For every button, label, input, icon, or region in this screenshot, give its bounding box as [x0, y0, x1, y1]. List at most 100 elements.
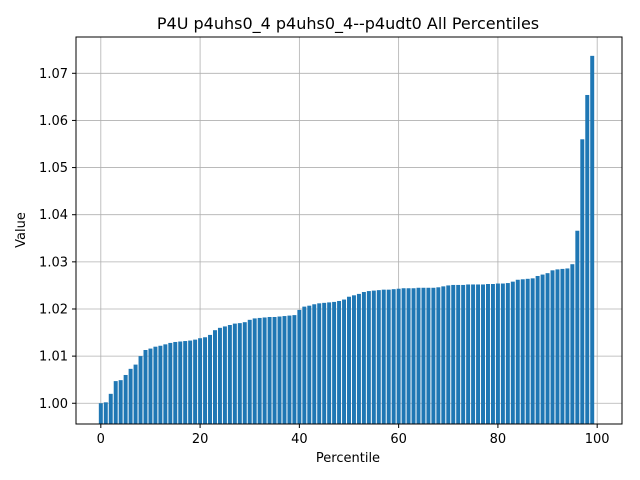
- bar: [98, 403, 103, 424]
- bar: [277, 316, 282, 424]
- y-tick-label: 1.06: [39, 114, 68, 129]
- bar: [337, 300, 342, 424]
- bar: [317, 303, 322, 424]
- bar: [257, 317, 262, 424]
- plot-area-frame: [75, 36, 623, 425]
- y-axis-label: Value: [14, 212, 29, 248]
- bar: [183, 341, 188, 424]
- bar: [371, 290, 376, 424]
- y-tick-label: 1.03: [39, 255, 68, 270]
- bar: [565, 268, 570, 424]
- y-tick-label: 1.07: [39, 67, 68, 82]
- bar: [411, 288, 416, 424]
- x-tick-label: 80: [490, 432, 507, 447]
- bar: [178, 341, 183, 424]
- y-axis-ticks: 1.00 1.01 1.02 1.03 1.04 1.05 1.06 1.07: [39, 67, 76, 412]
- bar: [307, 305, 312, 424]
- bar: [312, 304, 317, 424]
- bar: [356, 293, 361, 424]
- bar: [128, 368, 133, 424]
- x-tick-label: 0: [97, 432, 105, 447]
- bar: [481, 284, 486, 424]
- bar: [247, 319, 252, 424]
- bar: [520, 279, 525, 424]
- bar: [217, 327, 222, 424]
- y-tick-label: 1.05: [39, 161, 68, 176]
- bar: [347, 296, 351, 424]
- bar: [535, 275, 540, 424]
- x-tick-label: 100: [585, 432, 610, 447]
- bar: [351, 295, 356, 424]
- chart-title: P4U p4uhs0_4 p4uhs0_4--p4udt0 All Percen…: [157, 14, 539, 34]
- bar: [386, 289, 391, 424]
- bar: [436, 287, 441, 424]
- bar: [406, 288, 411, 424]
- bar: [123, 374, 128, 424]
- bar: [580, 139, 585, 424]
- bar: [401, 288, 406, 424]
- bar: [153, 346, 158, 424]
- bar: [113, 381, 118, 424]
- bar: [456, 284, 461, 424]
- bar: [366, 291, 371, 424]
- bar: [322, 302, 327, 424]
- bar: [272, 316, 277, 424]
- x-axis-label: Percentile: [316, 451, 380, 466]
- bars: [98, 55, 595, 425]
- bar: [332, 301, 337, 424]
- bar: [560, 268, 565, 424]
- bar: [585, 94, 590, 424]
- bar: [143, 349, 148, 424]
- bar: [485, 284, 490, 424]
- bar: [361, 292, 366, 424]
- bar: [168, 342, 173, 424]
- y-tick-label: 1.01: [39, 350, 68, 365]
- bar: [376, 290, 381, 424]
- bar: [342, 299, 347, 424]
- bar: [173, 341, 178, 424]
- bar: [500, 283, 505, 424]
- bar: [133, 364, 138, 424]
- bar: [267, 316, 272, 424]
- bar: [297, 309, 302, 424]
- bar: [208, 334, 213, 424]
- bar: [287, 315, 292, 424]
- bar: [466, 284, 471, 424]
- bar: [590, 55, 595, 425]
- bar: [103, 402, 108, 424]
- bar: [540, 274, 545, 424]
- bar: [396, 288, 401, 424]
- x-tick-label: 20: [192, 432, 209, 447]
- bar: [515, 279, 520, 424]
- bar: [237, 323, 242, 424]
- bar: [555, 269, 560, 424]
- bar: [212, 330, 217, 424]
- bar: [421, 287, 426, 424]
- bar: [242, 322, 247, 424]
- bar: [391, 289, 396, 424]
- bar: [550, 270, 555, 424]
- bar: [510, 281, 515, 424]
- bar: [431, 287, 436, 424]
- bar: [198, 338, 203, 424]
- y-tick-label: 1.04: [39, 208, 68, 223]
- bar: [108, 393, 113, 424]
- bar: [476, 284, 481, 424]
- bar: [545, 273, 550, 424]
- bar: [495, 283, 500, 424]
- bar: [446, 285, 451, 424]
- bar: [118, 380, 123, 424]
- bar: [252, 318, 257, 424]
- bar: [222, 326, 227, 424]
- bar: [232, 323, 237, 424]
- bar: [158, 345, 163, 424]
- bar: [530, 278, 535, 424]
- bar: [292, 315, 297, 424]
- bar: [426, 287, 431, 424]
- x-tick-label: 60: [390, 432, 407, 447]
- x-tick-label: 40: [291, 432, 308, 447]
- bar: [302, 306, 307, 424]
- bar: [327, 302, 332, 424]
- bar: [471, 284, 476, 424]
